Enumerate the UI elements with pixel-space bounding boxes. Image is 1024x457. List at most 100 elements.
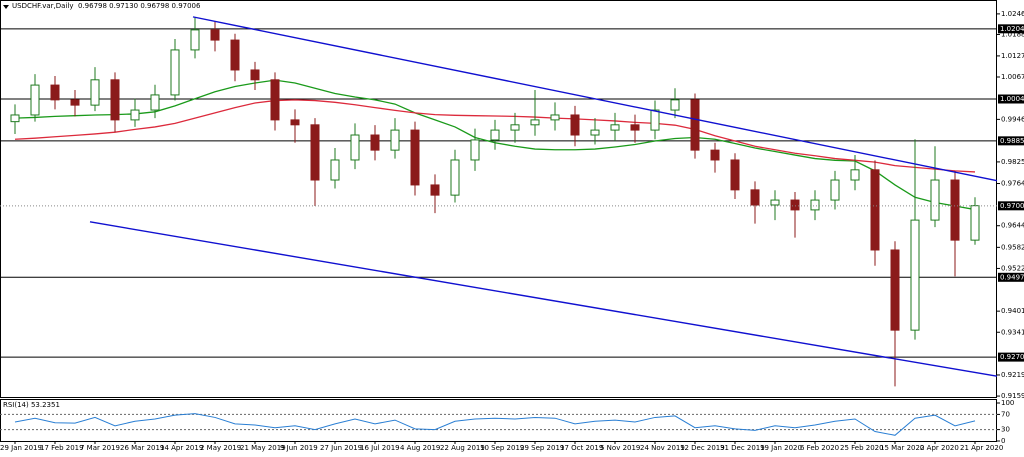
rsi-frame: [0, 399, 997, 442]
candle-body: [690, 99, 700, 151]
moving-average: [14, 99, 976, 173]
candle-body: [570, 114, 580, 136]
x-tick-label: 6 Feb 2020: [800, 444, 839, 452]
candle-body: [370, 134, 380, 151]
chart-title: USDCHF.var,Daily: [12, 2, 73, 10]
level-tag: [998, 136, 1024, 146]
current-price-tag: [998, 201, 1024, 211]
candle-body: [390, 129, 400, 151]
y-tick-label: 0.92195: [1001, 371, 1024, 379]
candle-body: [610, 124, 620, 131]
candle-body: [70, 99, 80, 106]
candle-body: [350, 134, 360, 161]
candle-body: [190, 29, 200, 51]
candle-body: [850, 169, 860, 181]
x-tick-label: 14 Apr 2019: [160, 444, 203, 452]
candle-body: [210, 29, 220, 41]
x-tick-label: 21 Apr 2020: [960, 444, 1003, 452]
x-tick-label: 25 Feb 2020: [840, 444, 884, 452]
candle-body: [310, 124, 320, 181]
candle-body: [710, 149, 720, 161]
x-tick-label: 17 Oct 2019: [560, 444, 603, 452]
level-tag: [998, 272, 1024, 282]
y-tick-label: 1.01880: [1001, 30, 1024, 38]
x-tick-label: 10 Sep 2019: [480, 444, 524, 452]
candle-body: [830, 179, 840, 201]
candle-body: [930, 179, 940, 221]
x-tick-label: 19 Jan 2020: [760, 444, 802, 452]
y-tick-label: 1.01270: [1001, 52, 1024, 60]
current-price-label: 0.97006: [1000, 202, 1024, 210]
level-tag: [998, 24, 1024, 34]
rsi-line: [14, 413, 976, 436]
candle-body: [550, 114, 560, 121]
x-tick-label: 16 Jul 2019: [360, 444, 400, 452]
candle-body: [270, 79, 280, 121]
candle-body: [790, 199, 800, 211]
candle-body: [910, 219, 920, 331]
candle-body: [730, 159, 740, 191]
candle-body: [650, 109, 660, 131]
trend-line: [192, 16, 998, 182]
y-tick-label: 0.95825: [1001, 243, 1024, 251]
candle-body: [950, 179, 960, 241]
candle-body: [590, 129, 600, 136]
candle-body: [330, 159, 340, 181]
x-tick-label: 27 Jun 2019: [320, 444, 362, 452]
x-tick-label: 2 May 2019: [200, 444, 241, 452]
x-tick-label: 29 Sep 2019: [520, 444, 564, 452]
y-tick-label: 1.02465: [1001, 10, 1024, 18]
x-tick-label: 26 Mar 2019: [120, 444, 164, 452]
candle-body: [110, 79, 120, 121]
rsi-title: RSI(14) 53.2351: [3, 401, 60, 409]
candle-body: [750, 189, 760, 206]
candle-body: [150, 94, 160, 111]
candle-body: [630, 124, 640, 131]
candle-body: [490, 129, 500, 141]
x-tick-label: 5 Nov 2019: [600, 444, 640, 452]
trend-line: [89, 221, 998, 377]
x-tick-label: 17 Feb 2019: [40, 444, 84, 452]
candle-body: [90, 79, 100, 106]
level-label: 0.92703: [1000, 353, 1024, 361]
menu-arrow[interactable]: [3, 5, 9, 9]
candle-body: [470, 139, 480, 161]
candle-body: [510, 124, 520, 131]
y-tick-label: 0.95225: [1001, 264, 1024, 272]
candle-body: [30, 84, 40, 116]
x-tick-label: 31 Dec 2019: [720, 444, 765, 452]
rsi-tick-label: 30: [1001, 426, 1010, 434]
quote: 0.96798 0.97130 0.96798 0.97006: [78, 2, 201, 10]
x-tick-label: 12 Dec 2019: [680, 444, 725, 452]
rsi-tick-label: 100: [1001, 399, 1014, 407]
level-label: 1.00044: [1000, 95, 1024, 103]
level-label: 1.02040: [1000, 25, 1024, 33]
candle-body: [810, 199, 820, 211]
candle-body: [870, 169, 880, 251]
candle-body: [290, 119, 300, 126]
x-tick-label: 21 May 2019: [240, 444, 286, 452]
x-tick-label: 22 Aug 2019: [440, 444, 485, 452]
x-tick-label: 9 Jun 2019: [280, 444, 318, 452]
y-tick-label: 0.98255: [1001, 158, 1024, 166]
level-label: 0.94973: [1000, 273, 1024, 281]
candle-body: [50, 84, 60, 101]
candle-body: [890, 249, 900, 331]
candle-body: [250, 69, 260, 81]
rsi-tick-label: 0: [1001, 437, 1005, 445]
x-tick-label: 4 Aug 2019: [400, 444, 440, 452]
y-tick-label: 0.99465: [1001, 115, 1024, 123]
candle-body: [450, 159, 460, 196]
main-frame: [0, 0, 997, 398]
x-tick-label: 29 Jan 2019: [0, 444, 42, 452]
candle-body: [410, 129, 420, 186]
candle-body: [10, 114, 20, 123]
x-tick-label: 2 Apr 2020: [920, 444, 959, 452]
candle-body: [770, 199, 780, 206]
